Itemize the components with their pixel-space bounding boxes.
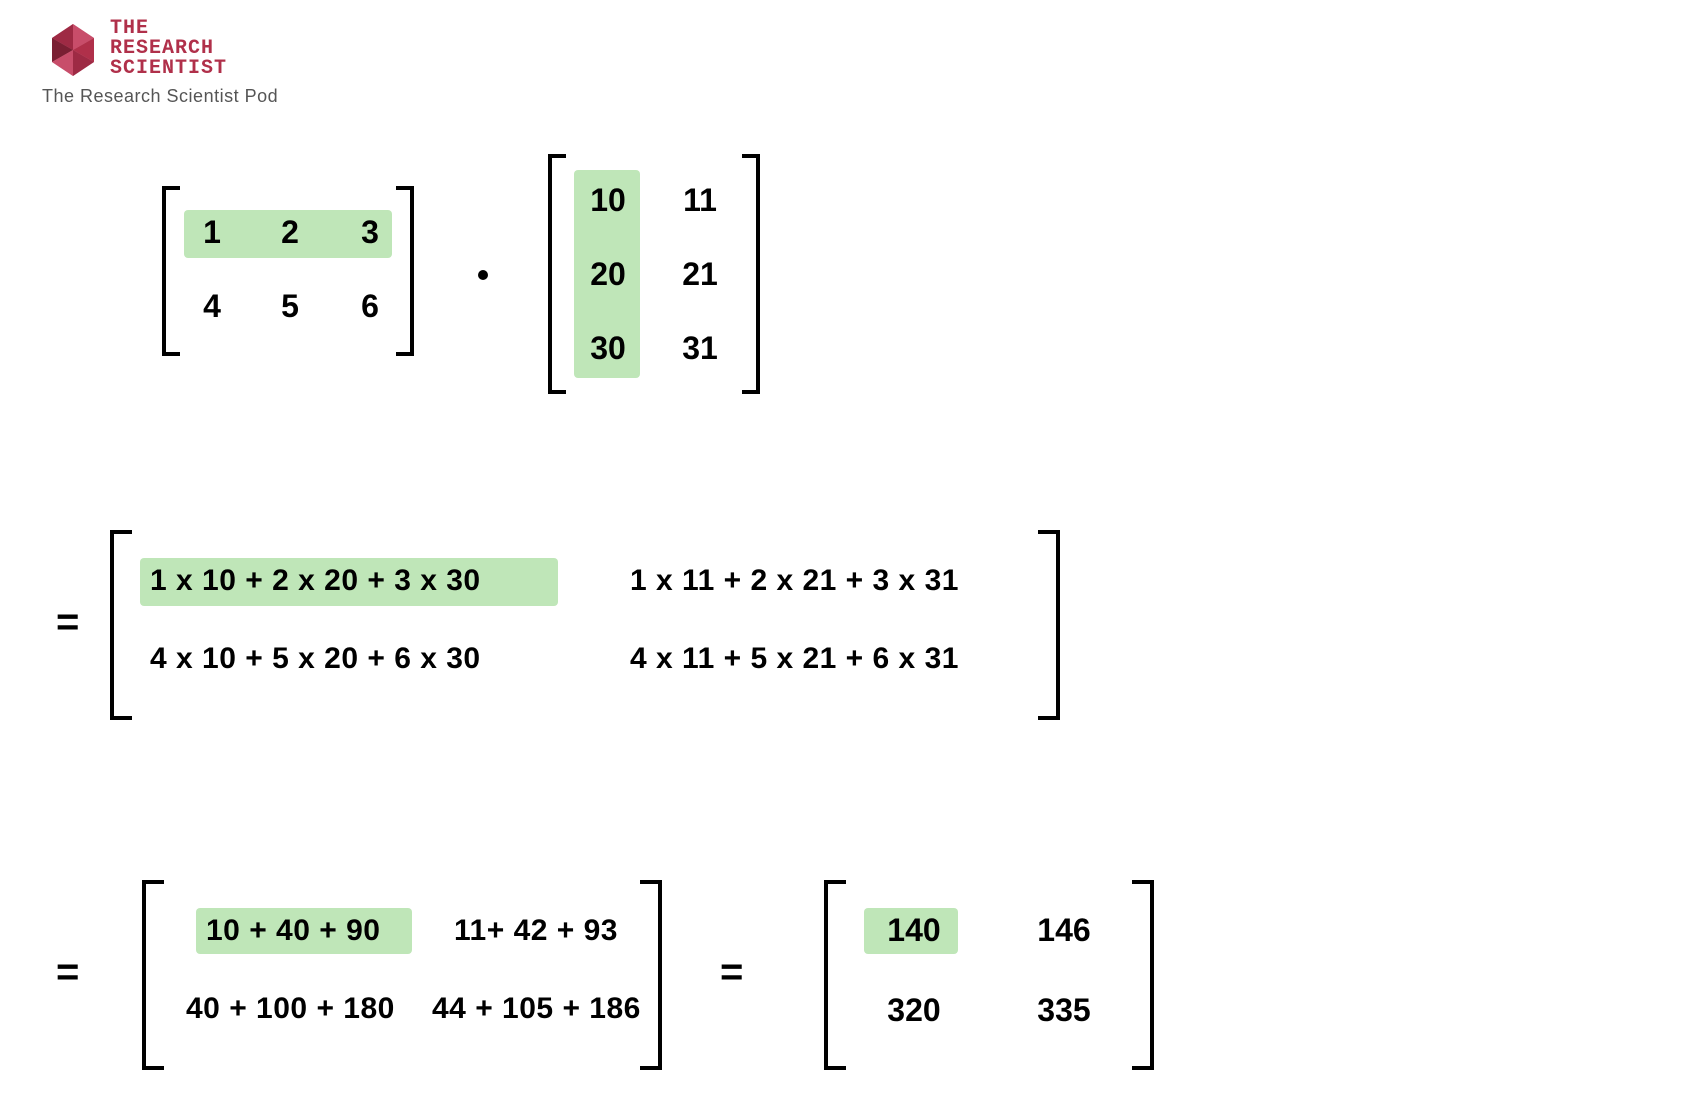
page: THE RESEARCH SCIENTIST The Research Scie…: [0, 0, 1694, 1104]
bracket-right: [640, 880, 662, 1070]
matrix-b-cell-2-1: 31: [672, 330, 728, 367]
bracket-left: [142, 880, 164, 1070]
matrix-b-cell-1-1: 21: [672, 256, 728, 293]
result-cell-0-1: 146: [1024, 912, 1104, 949]
bracket-right: [1132, 880, 1154, 1070]
bracket-left: [548, 154, 566, 394]
bracket-right: [396, 186, 414, 356]
logo-icon: [42, 18, 104, 80]
equals-3: =: [720, 950, 743, 995]
matrix-a-cell-1-2: 6: [350, 288, 390, 325]
matrix-a-cell-0-1: 2: [270, 214, 310, 251]
logo-top: THE RESEARCH SCIENTIST: [42, 18, 278, 80]
matrix-b: 10 11 20 21 30 31: [548, 154, 760, 394]
expand2-cell-1-1: 44 + 105 + 186: [432, 992, 641, 1026]
bracket-right: [742, 154, 760, 394]
expand1-cell-0-0: 1 x 10 + 2 x 20 + 3 x 30: [150, 564, 481, 598]
expand2-cell-0-1: 11+ 42 + 93: [454, 914, 618, 948]
logo-line1: THE: [110, 19, 227, 39]
matrix-a-cell-0-2: 3: [350, 214, 390, 251]
matrix-b-cell-1-0: 20: [580, 256, 636, 293]
equals-2: =: [56, 950, 79, 995]
result-cell-1-0: 320: [874, 992, 954, 1029]
matrix-expand-2: 10 + 40 + 90 11+ 42 + 93 40 + 100 + 180 …: [142, 880, 662, 1070]
expand1-cell-1-1: 4 x 11 + 5 x 21 + 6 x 31: [630, 642, 959, 676]
expand2-cell-1-0: 40 + 100 + 180: [186, 992, 395, 1026]
logo-line3: SCIENTIST: [110, 59, 227, 79]
equals-1: =: [56, 600, 79, 645]
matrix-b-cell-0-1: 11: [672, 182, 728, 219]
expand1-cell-0-1: 1 x 11 + 2 x 21 + 3 x 31: [630, 564, 959, 598]
matrix-a-cell-1-0: 4: [192, 288, 232, 325]
matrix-b-cell-2-0: 30: [580, 330, 636, 367]
matrix-a-cell-1-1: 5: [270, 288, 310, 325]
matrix-b-cell-0-0: 10: [580, 182, 636, 219]
bracket-left: [162, 186, 180, 356]
dot-operator: [478, 270, 488, 280]
matrix-a-cell-0-0: 1: [192, 214, 232, 251]
expand1-cell-1-0: 4 x 10 + 5 x 20 + 6 x 30: [150, 642, 481, 676]
matrix-expand-1: 1 x 10 + 2 x 20 + 3 x 30 1 x 11 + 2 x 21…: [110, 530, 1060, 720]
expand2-cell-0-0: 10 + 40 + 90: [206, 914, 381, 948]
bracket-right: [1038, 530, 1060, 720]
logo-line2: RESEARCH: [110, 39, 227, 59]
matrix-a: 1 2 3 4 5 6: [162, 186, 414, 356]
result-cell-1-1: 335: [1024, 992, 1104, 1029]
result-cell-0-0: 140: [874, 912, 954, 949]
logo-subtitle: The Research Scientist Pod: [42, 86, 278, 107]
logo-text: THE RESEARCH SCIENTIST: [110, 19, 227, 79]
bracket-left: [110, 530, 132, 720]
logo: THE RESEARCH SCIENTIST The Research Scie…: [42, 18, 278, 107]
bracket-left: [824, 880, 846, 1070]
matrix-result: 140 146 320 335: [824, 880, 1154, 1070]
